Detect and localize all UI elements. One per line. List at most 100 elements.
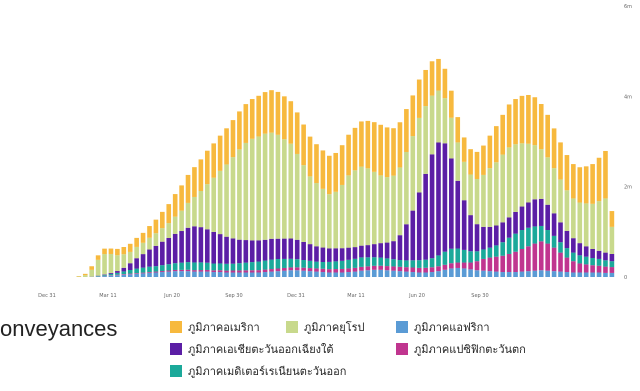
bar-segment-5-23 [185,174,191,203]
bar-segment-0-71 [493,271,499,277]
bar-segment-2-32 [243,262,249,271]
bar-segment-2-21 [172,263,178,270]
bar-segment-3-17 [147,249,152,267]
bar-segment-4-68 [474,178,480,225]
bar-segment-4-87 [596,201,602,251]
bar-segment-0-28 [217,272,223,277]
bar-segment-3-78 [538,198,544,226]
bar-segment-5-79 [545,114,550,158]
legend-item-e-med: ภูมิภาคเมดิเตอร์เรเนียนตะวันออก [170,362,346,380]
bar-segment-5-47 [339,145,345,185]
bar-segment-5-85 [583,166,589,204]
bar-segment-0-82 [564,272,570,277]
bar-segment-2-45 [327,261,332,270]
bar-segment-0-67 [468,269,473,277]
bar-segment-3-46 [333,248,339,262]
bar-segment-5-75 [519,95,525,144]
bar-segment-2-24 [192,262,197,271]
bar-segment-5-87 [596,157,602,202]
bar-segment-2-56 [397,260,403,267]
bar-segment-5-28 [217,135,223,171]
bar-segment-5-46 [333,152,339,192]
bar-segment-4-33 [249,138,255,241]
bar-segment-1-37 [275,268,281,272]
bar-segment-0-43 [314,271,319,277]
bar-segment-4-54 [384,177,390,243]
bar-segment-0-49 [352,271,358,277]
legend-item-africa: ภูมิภาคแอฟริกา [396,318,490,336]
bar-segment-3-49 [352,247,358,259]
bar-segment-1-42 [307,268,313,272]
bar-segment-1-31 [237,270,242,273]
bar-segment-2-17 [147,266,152,273]
bar-segment-0-79 [545,270,550,277]
bar-segment-3-27 [211,231,217,264]
bar-segment-2-12 [115,272,120,275]
bar-segment-2-27 [211,263,217,271]
bar-segment-1-20 [166,270,172,272]
bar-segment-5-27 [211,143,217,178]
bar-segment-5-58 [410,95,416,137]
bar-segment-1-65 [455,262,461,268]
bar-segment-0-57 [404,271,409,277]
bar-segment-2-78 [538,225,544,242]
bar-segment-1-56 [397,266,403,272]
bar-segment-2-55 [391,259,396,267]
bar-segment-4-24 [192,196,197,227]
bar-segment-0-35 [262,272,268,277]
bar-segment-5-19 [160,211,165,229]
bar-segment-3-71 [493,225,499,246]
bar-segment-2-14 [127,270,133,274]
bar-segment-0-77 [532,270,538,277]
bar-segment-1-80 [551,247,557,272]
bar-segment-2-50 [359,257,364,267]
bar-segment-3-24 [192,226,197,263]
bar-segment-4-71 [493,162,499,226]
bar-segment-0-25 [198,271,204,277]
y-tick-label: 4m [624,94,632,100]
bar-segment-5-30 [230,120,236,158]
bar-segment-3-89 [609,253,615,262]
bar-segment-4-89 [609,226,615,254]
bar-segment-0-63 [442,269,448,277]
bar-segment-3-73 [506,217,512,238]
bar-segment-0-85 [583,272,589,277]
bar-segment-2-46 [333,261,339,270]
bar-segment-5-69 [481,145,486,175]
bar-segment-5-51 [365,120,371,169]
bar-segment-4-63 [442,98,448,144]
bar-segment-4-36 [269,132,274,239]
bar-segment-0-46 [333,272,339,277]
bar-segment-1-85 [583,264,589,273]
bar-segment-5-29 [224,128,229,165]
bar-segment-0-27 [211,272,217,277]
bar-segment-3-57 [404,224,409,261]
bar-segment-4-86 [590,203,595,249]
bar-segment-3-83 [571,238,576,253]
bar-segment-5-57 [404,109,409,152]
bar-segment-3-62 [436,142,441,256]
legend-label-w-pacific: ภูมิภาคแปซิฟิกตะวันตก [414,343,526,356]
bar-segment-3-60 [423,173,428,260]
bar-segment-0-74 [513,272,518,277]
bar-segment-0-62 [436,271,441,277]
bar-segment-1-40 [294,267,300,271]
bar-segment-1-74 [513,251,518,273]
bar-segment-3-35 [262,239,268,261]
bar-segment-4-48 [346,175,351,248]
bar-segment-0-75 [519,271,525,277]
bar-segment-1-77 [532,243,538,271]
bar-segment-4-42 [307,176,313,245]
bar-segment-5-89 [609,211,615,227]
bar-segment-4-58 [410,136,416,211]
bar-segment-3-64 [449,158,454,249]
legend-item-w-pacific: ภูมิภาคแปซิฟิกตะวันตก [396,340,526,358]
bar-segment-2-87 [596,258,602,266]
x-tick-label: Jun 20 [163,293,180,299]
bar-segment-0-19 [160,272,165,277]
bar-segment-4-28 [217,170,223,235]
bar-segment-1-88 [603,266,608,273]
bar-segment-4-16 [140,242,146,255]
bar-segment-1-17 [147,272,152,273]
bar-segment-3-50 [359,245,364,258]
